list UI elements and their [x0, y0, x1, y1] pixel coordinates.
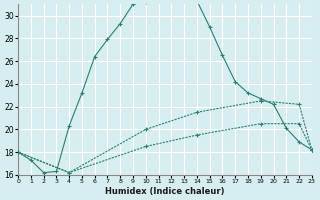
X-axis label: Humidex (Indice chaleur): Humidex (Indice chaleur): [105, 187, 225, 196]
